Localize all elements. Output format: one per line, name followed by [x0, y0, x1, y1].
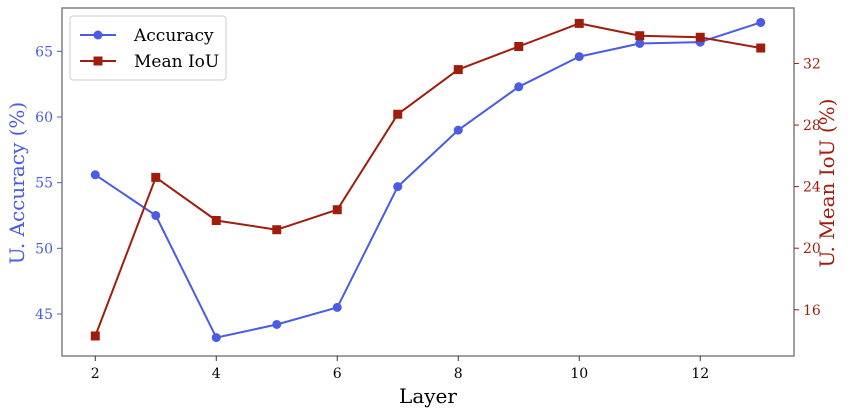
accuracy-point	[272, 319, 282, 329]
mean-iou-point	[635, 31, 645, 41]
mean-iou-point	[574, 18, 584, 28]
legend-accuracy-marker	[93, 30, 103, 40]
y-axis-left-label: U. Accuracy (%)	[5, 102, 29, 264]
y-axis-right-label: U. Mean IoU (%)	[815, 99, 839, 268]
accuracy-point	[574, 52, 584, 62]
x-tick-label: 4	[212, 366, 221, 382]
mean-iou-point	[756, 43, 766, 53]
x-tick-label: 6	[333, 366, 342, 382]
mean-iou-point	[211, 215, 221, 225]
mean-iou-point	[90, 331, 100, 341]
accuracy-point	[453, 125, 463, 135]
mean-iou-line	[94, 22, 761, 337]
accuracy-point	[635, 38, 645, 48]
legend-meaniou-label: Mean IoU	[134, 52, 219, 72]
mean-iou-point	[514, 41, 524, 51]
mean-iou-point	[695, 32, 705, 42]
legend: Accuracy Mean IoU	[69, 15, 227, 81]
y-right-tick-label: 16	[803, 303, 821, 319]
y-left-tick-label: 45	[35, 307, 53, 323]
x-tick-label: 12	[691, 366, 709, 382]
accuracy-point	[211, 333, 221, 343]
y-right-tick-label: 20	[803, 241, 821, 257]
mean-iou-point	[393, 109, 403, 119]
y-left-tick-label: 65	[35, 44, 53, 60]
legend-box	[69, 15, 227, 81]
x-tick-label: 2	[91, 366, 100, 382]
mean-iou-point	[272, 225, 282, 235]
legend-accuracy-label: Accuracy	[133, 26, 214, 46]
y-left-tick-label: 50	[35, 241, 53, 257]
mean-iou-point	[332, 205, 342, 215]
mean-iou-point	[453, 65, 463, 75]
accuracy-point	[332, 302, 342, 312]
y-left-tick-label: 55	[35, 176, 53, 192]
accuracy-point	[756, 17, 766, 27]
mean-iou-point	[151, 172, 161, 182]
x-tick-label: 10	[570, 366, 588, 382]
accuracy-point	[393, 182, 403, 192]
y-right-tick-label: 32	[803, 56, 821, 72]
y-left-tick-label: 60	[35, 110, 53, 126]
y-right-tick-label: 24	[803, 180, 821, 196]
x-axis-label: Layer	[399, 384, 457, 408]
accuracy-line	[94, 21, 762, 339]
plot-frame	[61, 7, 795, 357]
plot-area	[90, 17, 766, 343]
x-tick-label: 8	[454, 366, 463, 382]
accuracy-point	[90, 170, 100, 180]
accuracy-point	[514, 82, 524, 92]
accuracy-point	[151, 210, 161, 220]
y-right-tick-label: 28	[803, 118, 821, 134]
legend-meaniou-marker	[93, 56, 103, 66]
